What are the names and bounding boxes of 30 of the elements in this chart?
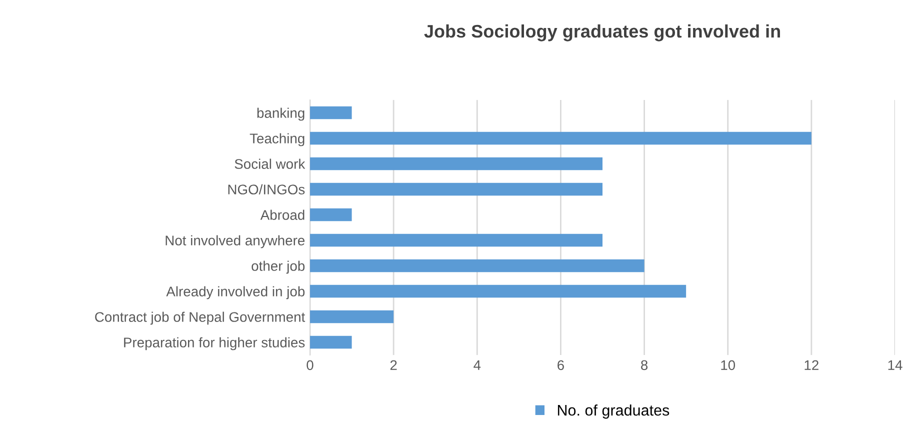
y-tick-label: Teaching [250,133,304,146]
bar [310,182,602,196]
y-tick-label: banking [257,108,304,121]
bar [310,157,602,170]
x-tick-label: 2 [390,360,397,370]
bar [310,234,602,247]
x-tick-label: 12 [804,360,818,370]
bar [310,336,352,349]
y-tick-label: other job [252,260,305,274]
x-tick-label: 10 [721,360,736,370]
y-tick-label: Not involved anywhere [166,235,305,248]
bar [310,132,812,145]
bar [310,284,686,298]
x-tick-label: 0 [306,360,314,370]
bar [310,208,352,222]
y-tick-label: Abroad [260,210,304,220]
legend-label: No. of graduates [558,404,670,419]
y-tick-label: Already involved in job [166,286,305,300]
bar [310,259,644,272]
y-tick-label: NGO/INGOs [228,184,305,194]
y-tick-label: Preparation for higher studies [124,337,305,350]
bar [310,106,352,120]
y-tick-label: Social work [234,158,306,169]
x-tick-label: 6 [558,360,564,370]
x-tick-label: 8 [641,360,648,370]
bar [310,310,394,324]
chart-title: Jobs Sociology graduates got involved in [424,24,780,42]
y-tick-label: Contract job of Nepal Government [95,312,306,325]
x-tick-label: 4 [474,360,481,370]
x-tick-label: 14 [888,360,902,370]
